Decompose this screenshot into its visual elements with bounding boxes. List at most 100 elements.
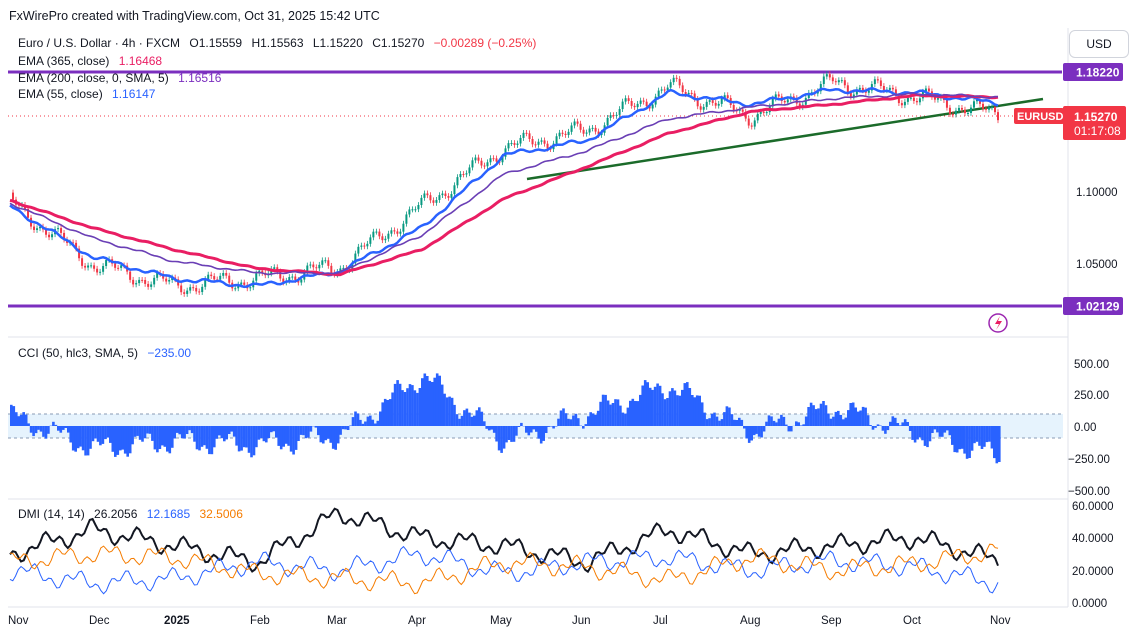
upper-level-label: 1.18220: [1076, 66, 1120, 80]
candle: [138, 276, 141, 287]
candle: [153, 274, 156, 288]
candle: [135, 280, 138, 288]
candle: [147, 280, 150, 290]
candle: [960, 105, 963, 113]
cci-bar: [22, 412, 25, 426]
cci-bar: [720, 419, 724, 426]
cci-bar: [317, 426, 320, 436]
cci-bar: [889, 421, 892, 426]
candle: [990, 104, 993, 111]
cci-bar: [39, 426, 43, 432]
candle: [321, 257, 324, 268]
candle: [429, 192, 432, 204]
candle: [987, 104, 990, 113]
cci-bar: [564, 413, 568, 426]
cci-bar: [96, 426, 100, 442]
candle: [531, 136, 534, 148]
cci-label: CCI (50, hlc3, SMA, 5): [18, 346, 139, 360]
ohlc-low: L1.15220: [312, 36, 363, 50]
cci-bar: [683, 383, 687, 426]
cci-bar: [698, 395, 701, 426]
candle: [444, 190, 447, 199]
cci-bar: [114, 426, 117, 457]
cci-bar: [817, 408, 820, 426]
candle: [537, 138, 540, 148]
candle: [420, 194, 423, 208]
cci-bar: [762, 426, 766, 432]
cci-bar: [990, 426, 994, 449]
candle: [435, 197, 438, 206]
cci-bar: [89, 426, 92, 449]
cci-bar: [901, 422, 904, 426]
candle: [165, 275, 168, 285]
symbol-tag-bg: [1014, 108, 1064, 124]
cci-bar: [884, 426, 887, 434]
candle: [969, 104, 972, 116]
cci-bar: [213, 426, 216, 448]
cci-bar: [289, 426, 293, 452]
cci-bar: [648, 387, 652, 426]
cci-bar: [970, 426, 974, 451]
cci-tick-1: 500.00: [1074, 359, 1109, 371]
candle: [819, 81, 822, 95]
cci-bar: [787, 426, 791, 432]
cci-bar: [411, 385, 414, 426]
cci-bar: [421, 378, 424, 426]
candle: [375, 228, 378, 235]
cci-bar: [876, 424, 880, 426]
cci-bar: [173, 426, 176, 439]
cci-bar: [653, 386, 657, 426]
cci-bar: [480, 411, 484, 426]
candle: [591, 124, 594, 132]
candle: [525, 129, 528, 137]
candle: [315, 264, 318, 272]
cci-bar: [554, 426, 558, 427]
last-price-value: 1.15270: [1074, 110, 1118, 124]
cci-bar: [601, 394, 605, 426]
cci-bar: [101, 426, 105, 444]
dmi-legend: DMI (14, 14) 26.2056 12.1685 32.5006: [18, 507, 243, 521]
cci-bar: [193, 426, 196, 442]
candle: [411, 206, 414, 213]
candle: [459, 171, 462, 181]
candle: [480, 157, 483, 169]
candle: [957, 105, 960, 114]
candle: [585, 129, 588, 137]
candle: [225, 270, 228, 279]
candle: [102, 263, 105, 275]
cci-bar: [230, 426, 233, 432]
cci-bar: [584, 424, 588, 426]
candle: [747, 115, 750, 129]
cci-bar: [599, 401, 602, 426]
cci-legend: CCI (50, hlc3, SMA, 5) −235.00: [18, 346, 191, 360]
time-axis: Nov Dec 2025 Feb Mar Apr May Jun Jul Aug Sep Oct Nov: [8, 615, 1011, 627]
cci-bar: [847, 410, 850, 426]
cci-bar: [960, 426, 964, 449]
cci-bar: [614, 399, 617, 426]
candle: [477, 154, 480, 164]
cci-bar: [673, 390, 677, 426]
candle: [393, 227, 396, 235]
cci-bar: [458, 418, 461, 426]
candle: [621, 98, 624, 112]
currency-button[interactable]: USD: [1069, 30, 1129, 58]
cci-bar: [507, 426, 511, 440]
cci-bar: [487, 426, 491, 431]
cci-bar: [52, 421, 55, 426]
lightning-icon[interactable]: [988, 313, 1008, 333]
candle: [876, 76, 879, 84]
cci-bar: [284, 426, 288, 444]
candle: [522, 129, 525, 141]
candle: [483, 162, 486, 170]
cci-bar: [205, 426, 209, 449]
cci-bar: [245, 426, 248, 448]
ohlc-change: −0.00289 (−0.25%): [433, 36, 537, 50]
cci-bar: [81, 426, 85, 451]
cci-bar: [871, 426, 875, 430]
cci-bar: [178, 426, 181, 435]
cci-bar: [275, 426, 278, 438]
cci-bar: [799, 425, 803, 426]
cci-bar: [839, 415, 843, 426]
candle: [636, 100, 639, 111]
candle: [186, 287, 189, 297]
